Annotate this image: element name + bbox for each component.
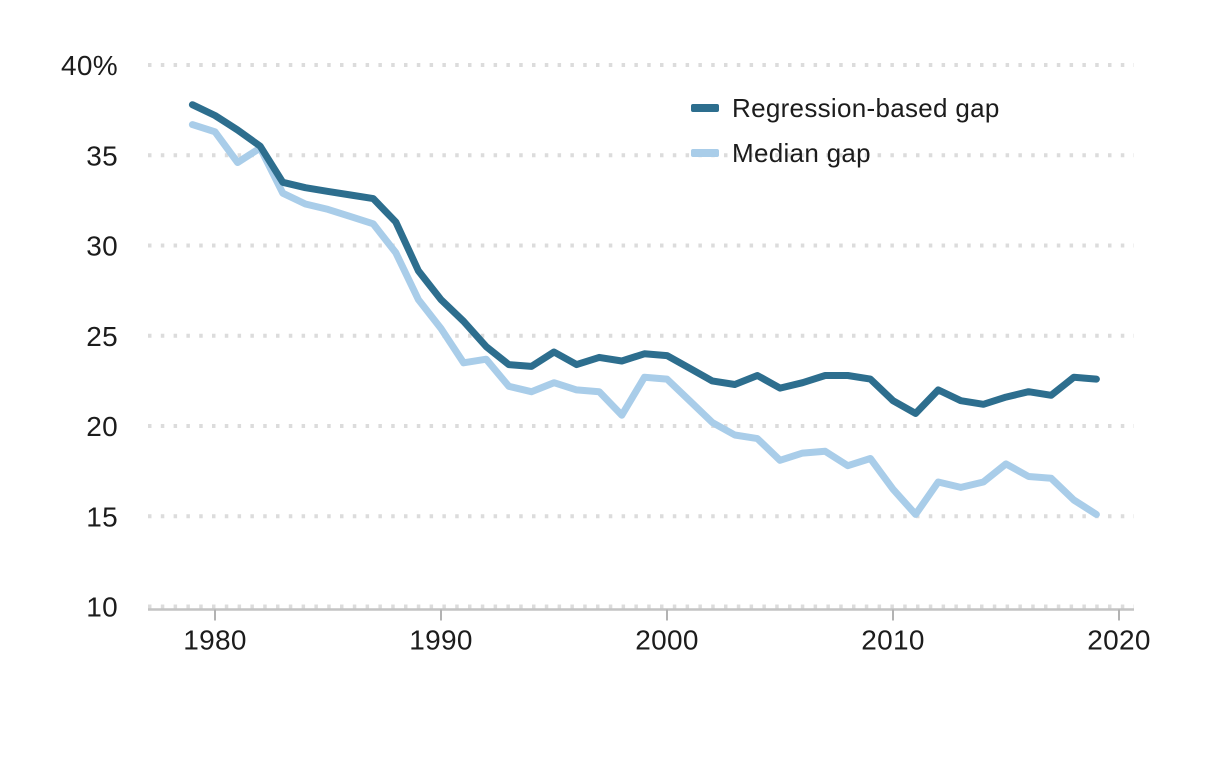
x-axis-tick-label: 1990 (409, 625, 473, 656)
legend-label-regression-gap: Regression-based gap (732, 93, 1000, 123)
x-axis-tick-label: 2020 (1087, 625, 1151, 656)
y-axis-tick-label: 25 (86, 321, 118, 352)
y-axis-tick-label: 40% (61, 50, 118, 81)
series-line-regression-gap (188, 101, 1100, 417)
legend-item-median-gap: Median gap (691, 139, 1000, 167)
x-axis-tick-label: 2000 (635, 625, 699, 656)
regression-gap-line-swatch-icon (691, 104, 719, 112)
y-axis-tick-label: 35 (86, 140, 118, 171)
legend-label-median-gap: Median gap (732, 138, 871, 168)
y-axis-tick-label: 15 (86, 501, 118, 532)
median-gap-line-swatch-icon (691, 149, 719, 157)
x-axis-tick-label: 1980 (183, 625, 247, 656)
y-axis-tick-label: 20 (86, 411, 118, 442)
legend-item-regression-gap: Regression-based gap (691, 94, 1000, 122)
y-axis-tick-label: 10 (86, 592, 118, 623)
series-line-median-gap (188, 121, 1100, 518)
legend: Regression-based gap Median gap (691, 94, 1000, 167)
y-axis-tick-label: 30 (86, 231, 118, 262)
x-axis-tick-label: 2010 (861, 625, 925, 656)
